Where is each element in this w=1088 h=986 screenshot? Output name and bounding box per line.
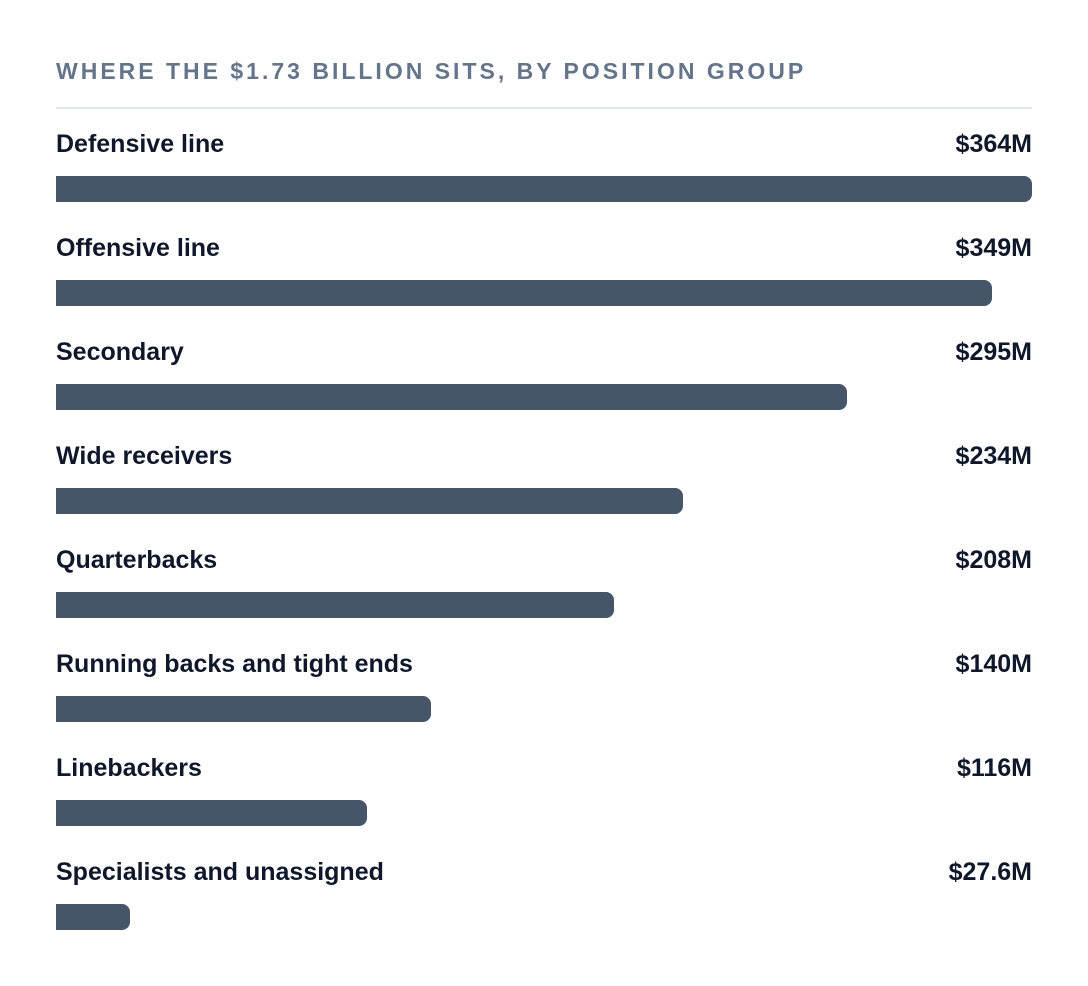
bar-row-linebackers: Linebackers $116M bbox=[56, 752, 1032, 856]
bar bbox=[56, 488, 683, 514]
bar-label: Linebackers bbox=[56, 754, 202, 782]
bar-label: Quarterbacks bbox=[56, 546, 218, 574]
chart-title: WHERE THE $1.73 BILLION SITS, BY POSITIO… bbox=[56, 58, 807, 84]
bar-track bbox=[56, 280, 1032, 306]
bar-row-specialists-and-unassigned: Specialists and unassigned $27.6M bbox=[56, 856, 1032, 960]
bar-value-label: $295M bbox=[955, 338, 1032, 366]
bar-track bbox=[56, 904, 1032, 930]
bar-track bbox=[56, 384, 1032, 410]
bar-track bbox=[56, 696, 1032, 722]
bar-label: Secondary bbox=[56, 338, 184, 366]
bar-value-label: $140M bbox=[955, 650, 1032, 678]
bar-value-label: $116M bbox=[956, 754, 1032, 782]
bar bbox=[56, 280, 992, 306]
bar-row-secondary: Secondary $295M bbox=[56, 336, 1032, 440]
bar-value-label: $208M bbox=[955, 546, 1032, 574]
bar-row-offensive-line: Offensive line $349M bbox=[56, 232, 1032, 336]
bar bbox=[56, 384, 847, 410]
bar-row-quarterbacks: Quarterbacks $208M bbox=[56, 544, 1032, 648]
bar-track bbox=[56, 592, 1032, 618]
title-divider bbox=[56, 107, 1032, 109]
bar-row-wide-receivers: Wide receivers $234M bbox=[56, 440, 1032, 544]
bar-label: Wide receivers bbox=[56, 442, 233, 470]
bar-track bbox=[56, 488, 1032, 514]
bar-value-label: $234M bbox=[955, 442, 1032, 470]
bar-track bbox=[56, 176, 1032, 202]
bar bbox=[56, 696, 431, 722]
bar-track bbox=[56, 800, 1032, 826]
bar bbox=[56, 800, 367, 826]
bar bbox=[56, 176, 1032, 202]
bar-label: Specialists and unassigned bbox=[56, 858, 384, 886]
bar-value-label: $349M bbox=[955, 234, 1032, 262]
bar-label: Offensive line bbox=[56, 234, 220, 262]
bar bbox=[56, 904, 130, 930]
bar-rows: Defensive line $364M Offensive line $349M Se… bbox=[56, 128, 1032, 960]
bar-row-running-backs-and-tight-ends: Running backs and tight ends $140M bbox=[56, 648, 1032, 752]
bar-value-label: $27.6M bbox=[948, 858, 1032, 886]
bar bbox=[56, 592, 614, 618]
bar-row-defensive-line: Defensive line $364M bbox=[56, 128, 1032, 232]
bar-label: Defensive line bbox=[56, 130, 225, 158]
bar-value-label: $364M bbox=[955, 130, 1032, 158]
bar-label: Running backs and tight ends bbox=[56, 650, 413, 678]
